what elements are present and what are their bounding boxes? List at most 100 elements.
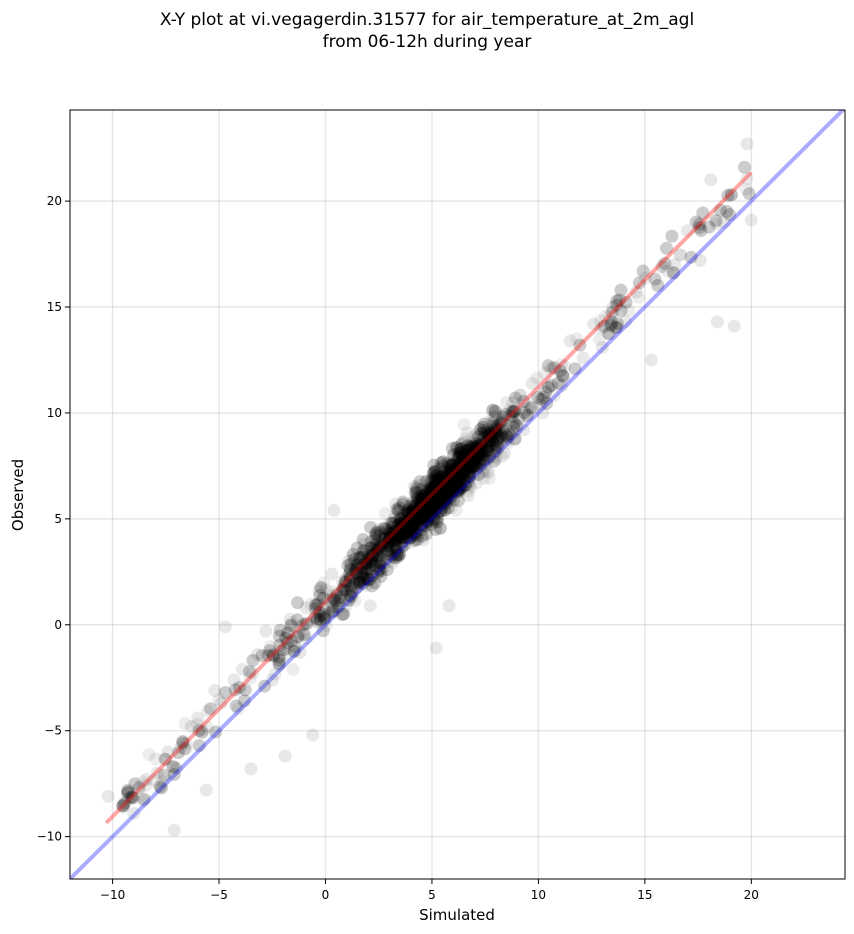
scatter-point — [420, 514, 434, 528]
scatter-point — [487, 454, 501, 468]
scatter-point — [378, 530, 392, 544]
scatter-point — [370, 549, 384, 563]
scatter-point — [468, 452, 482, 466]
scatter-point — [363, 573, 377, 587]
scatter-point — [442, 469, 456, 483]
scatter-point — [488, 404, 502, 418]
scatter-point — [453, 481, 467, 495]
scatter-point — [541, 359, 555, 373]
scatter-point — [542, 380, 556, 394]
scatter-point — [348, 552, 362, 566]
scatter-point — [452, 485, 466, 499]
scatter-point — [372, 541, 386, 555]
scatter-point — [553, 364, 567, 378]
scatter-point — [272, 629, 286, 643]
scatter-point — [395, 522, 409, 536]
scatter-point — [414, 503, 428, 517]
scatter-point — [427, 515, 441, 529]
scatter-point — [192, 739, 206, 753]
scatter-point — [397, 508, 411, 522]
scatter-point — [660, 241, 674, 255]
scatter-point — [482, 433, 496, 447]
scatter-point — [438, 477, 452, 491]
scatter-point — [470, 427, 484, 441]
scatter-point — [443, 473, 457, 487]
scatter-point — [439, 464, 453, 478]
scatter-point — [422, 492, 436, 506]
scatter-point — [391, 548, 405, 562]
scatter-point — [445, 457, 459, 471]
scatter-point — [459, 444, 473, 458]
scatter-point — [468, 442, 482, 456]
scatter-point — [433, 521, 447, 535]
scatter-point — [464, 442, 478, 456]
scatter-point — [689, 215, 703, 229]
scatter-point — [359, 571, 373, 585]
scatter-point — [321, 593, 335, 607]
scatter-point — [598, 309, 612, 323]
scatter-point — [331, 600, 345, 614]
scatter-point — [406, 503, 420, 517]
scatter-point — [420, 486, 434, 500]
scatter-point — [415, 491, 429, 505]
scatter-point — [456, 452, 470, 466]
scatter-point — [278, 749, 292, 763]
scatter-point — [484, 426, 498, 440]
scatter-point — [413, 503, 427, 517]
scatter-point — [403, 531, 417, 545]
scatter-point — [359, 562, 373, 576]
scatter-point — [439, 496, 453, 510]
scatter-point — [458, 471, 472, 485]
scatter-point — [416, 497, 430, 511]
scatter-point — [284, 619, 298, 633]
scatter-point — [437, 476, 451, 490]
scatter-point — [464, 448, 478, 462]
scatter-point — [463, 452, 477, 466]
scatter-point — [363, 599, 377, 613]
scatter-point — [401, 515, 415, 529]
scatter-point — [440, 474, 454, 488]
scatter-point — [393, 512, 407, 526]
scatter-point — [359, 562, 373, 576]
scatter-point — [356, 550, 370, 564]
scatter-point — [354, 574, 368, 588]
scatter-point — [417, 507, 431, 521]
scatter-point — [457, 465, 471, 479]
scatter-point — [411, 500, 425, 514]
scatter-point — [428, 465, 442, 479]
scatter-point — [486, 432, 500, 446]
scatter-point — [474, 454, 488, 468]
scatter-point — [318, 611, 332, 625]
scatter-point — [273, 638, 287, 652]
scatter-point — [444, 474, 458, 488]
scatter-point — [327, 592, 341, 606]
scatter-point — [366, 569, 380, 583]
scatter-point — [651, 278, 665, 292]
scatter-point — [443, 481, 457, 495]
scatter-point — [473, 446, 487, 460]
scatter-point — [308, 602, 322, 616]
scatter-point — [481, 443, 495, 457]
scatter-point — [447, 471, 461, 485]
scatter-point — [367, 547, 381, 561]
scatter-point — [377, 521, 391, 535]
scatter-point — [435, 486, 449, 500]
scatter-point — [467, 453, 481, 467]
scatter-point — [402, 500, 416, 514]
scatter-point — [458, 454, 472, 468]
scatter-point — [484, 426, 498, 440]
scatter-point — [486, 403, 500, 417]
scatter-point — [443, 458, 457, 472]
scatter-point — [416, 519, 430, 533]
scatter-point — [457, 435, 471, 449]
scatter-point — [363, 562, 377, 576]
scatter-point — [429, 496, 443, 510]
scatter-point — [370, 543, 384, 557]
scatter-point — [370, 525, 384, 539]
scatter-point — [454, 442, 468, 456]
scatter-point — [446, 469, 460, 483]
scatter-point — [343, 563, 357, 577]
scatter-point — [434, 469, 448, 483]
scatter-point — [350, 567, 364, 581]
scatter-point — [453, 472, 467, 486]
